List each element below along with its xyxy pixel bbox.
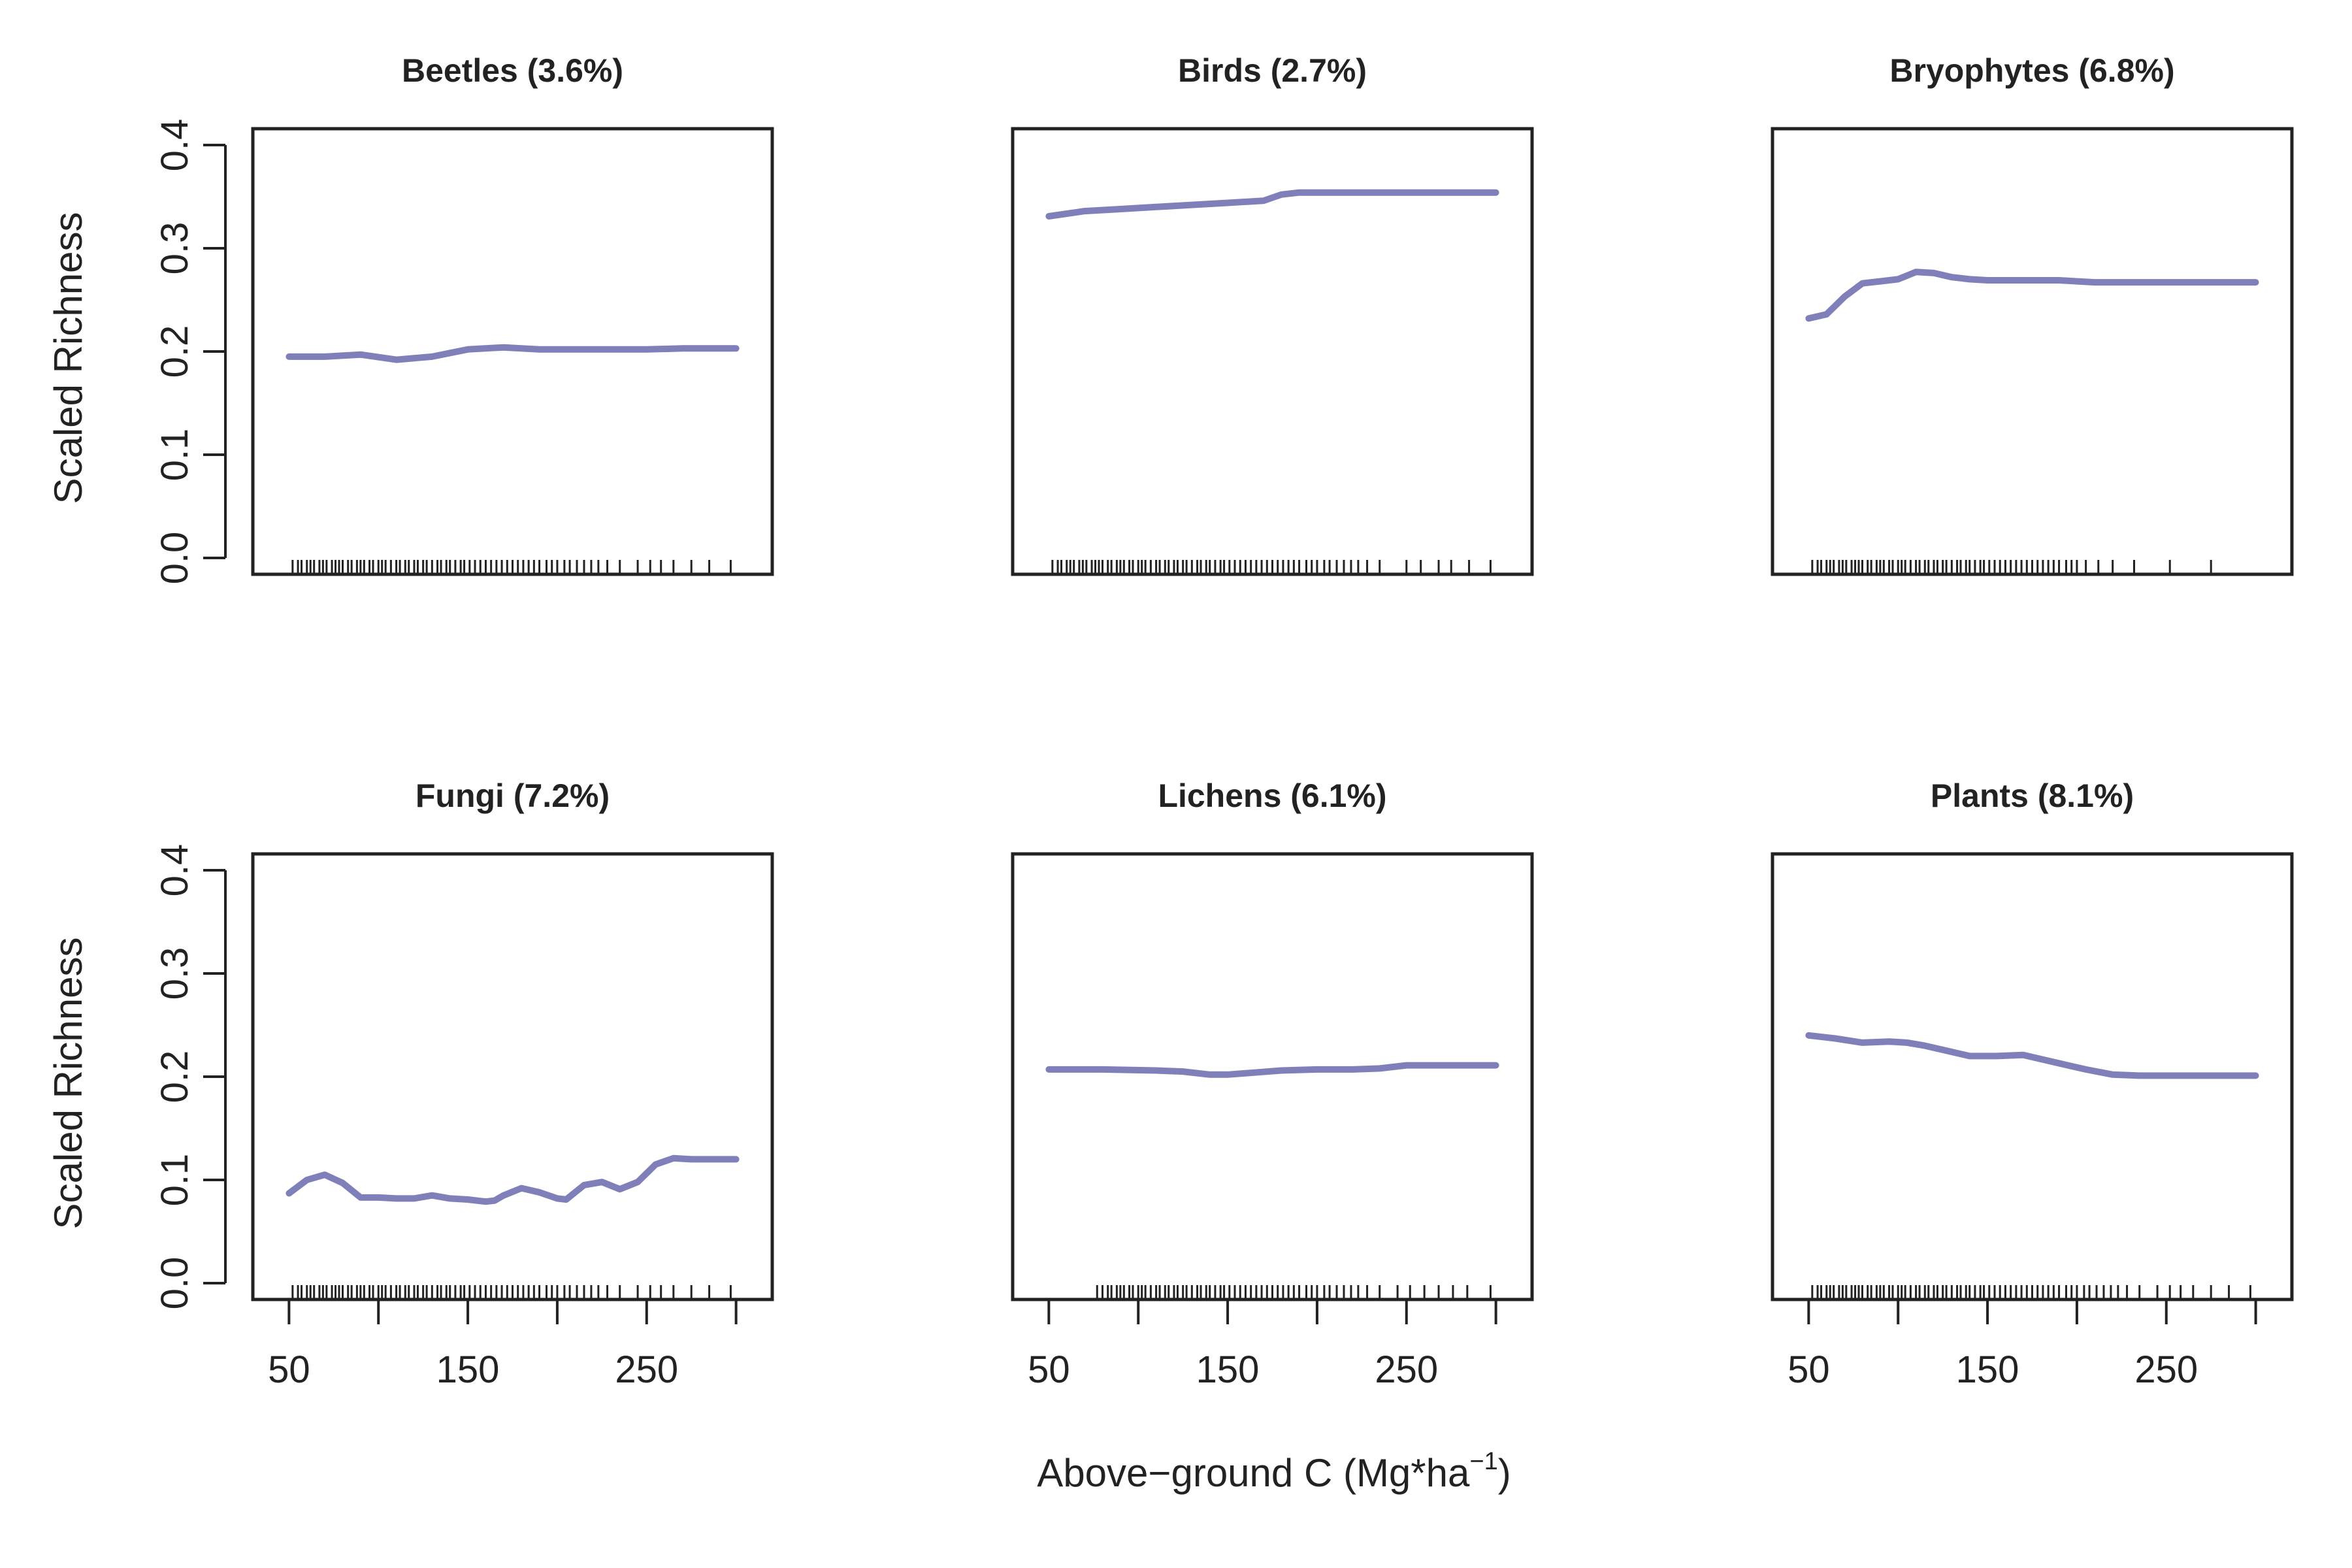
panel-title: Fungi (7.2%) xyxy=(416,777,610,814)
panel-4: Fungi (7.2%) 0.0 0.1 0.2 0.3 0.4 Scaled Richne… xyxy=(46,777,774,1391)
response-curve xyxy=(286,1154,740,1205)
rug-marks xyxy=(1811,560,2212,574)
panel-2: Birds (2.7%) xyxy=(1011,52,1534,576)
x-tick-label: 150 xyxy=(1196,1348,1260,1391)
y-axis-title: Scaled Richness xyxy=(46,938,90,1230)
plot-frame xyxy=(1011,852,1534,1301)
y-tick-label: 0.3 xyxy=(154,222,196,275)
y-tick-label: 0.3 xyxy=(154,947,196,1000)
panel-title: Beetles (3.6%) xyxy=(402,52,623,89)
y-tick-label: 0.1 xyxy=(154,429,196,482)
x-tick-label: 50 xyxy=(1028,1348,1070,1391)
response-curve xyxy=(1045,189,1499,220)
rug-marks xyxy=(291,1285,732,1299)
rug-marks xyxy=(1096,1285,1492,1299)
panel-1: Beetles (3.6%) 0.0 0.1 0.2 0.3 0.4 Scaled Rich… xyxy=(46,52,774,585)
x-tick-label: 150 xyxy=(436,1348,500,1391)
rug-marks xyxy=(1051,560,1492,574)
x-tick-label: 150 xyxy=(1956,1348,2019,1391)
panel-5: Lichens (6.1%) 50 150 250 xyxy=(1011,777,1534,1391)
y-tick-label: 0.4 xyxy=(154,119,196,172)
panel-title: Birds (2.7%) xyxy=(1178,52,1367,89)
y-tick-label: 0.2 xyxy=(154,1051,196,1103)
x-axis-title-superscript: −1 xyxy=(1469,1448,1497,1475)
plot-frame xyxy=(251,852,774,1301)
rug-marks xyxy=(291,560,732,574)
x-tick-label: 250 xyxy=(2134,1348,2198,1391)
response-curve xyxy=(1045,1062,1499,1078)
x-tick-label: 250 xyxy=(1375,1348,1438,1391)
response-curve xyxy=(1805,1032,2259,1079)
x-axis-title-close: ) xyxy=(1498,1451,1511,1495)
x-tick-label: 250 xyxy=(615,1348,678,1391)
panel-title: Plants (8.1%) xyxy=(1931,777,2134,814)
y-tick-label: 0.4 xyxy=(154,844,196,897)
response-curve xyxy=(286,344,740,363)
x-axis-title: Above−ground C (Mg*ha−1) xyxy=(1037,1448,1511,1495)
y-tick-label: 0.2 xyxy=(154,325,196,378)
plot-frame xyxy=(1771,127,2294,576)
y-tick-label: 0.1 xyxy=(154,1154,196,1207)
panel-3: Bryophytes (6.8%) xyxy=(1771,52,2294,576)
panel-title: Lichens (6.1%) xyxy=(1158,777,1386,814)
x-tick-label: 50 xyxy=(268,1348,310,1391)
rug-marks xyxy=(1811,1285,2251,1299)
x-tick-label: 50 xyxy=(1788,1348,1830,1391)
y-tick-label: 0.0 xyxy=(154,532,196,585)
panels-group: Beetles (3.6%) 0.0 0.1 0.2 0.3 0.4 Scaled Rich… xyxy=(46,52,2294,1391)
panel-6: Plants (8.1%) 50 150 250 xyxy=(1771,777,2294,1391)
response-curve xyxy=(1805,269,2259,322)
y-tick-label: 0.0 xyxy=(154,1257,196,1310)
y-axis-title: Scaled Richness xyxy=(46,212,90,504)
panel-title: Bryophytes (6.8%) xyxy=(1889,52,2174,89)
x-axis-title-main: Above−ground C (Mg*ha xyxy=(1037,1451,1470,1495)
